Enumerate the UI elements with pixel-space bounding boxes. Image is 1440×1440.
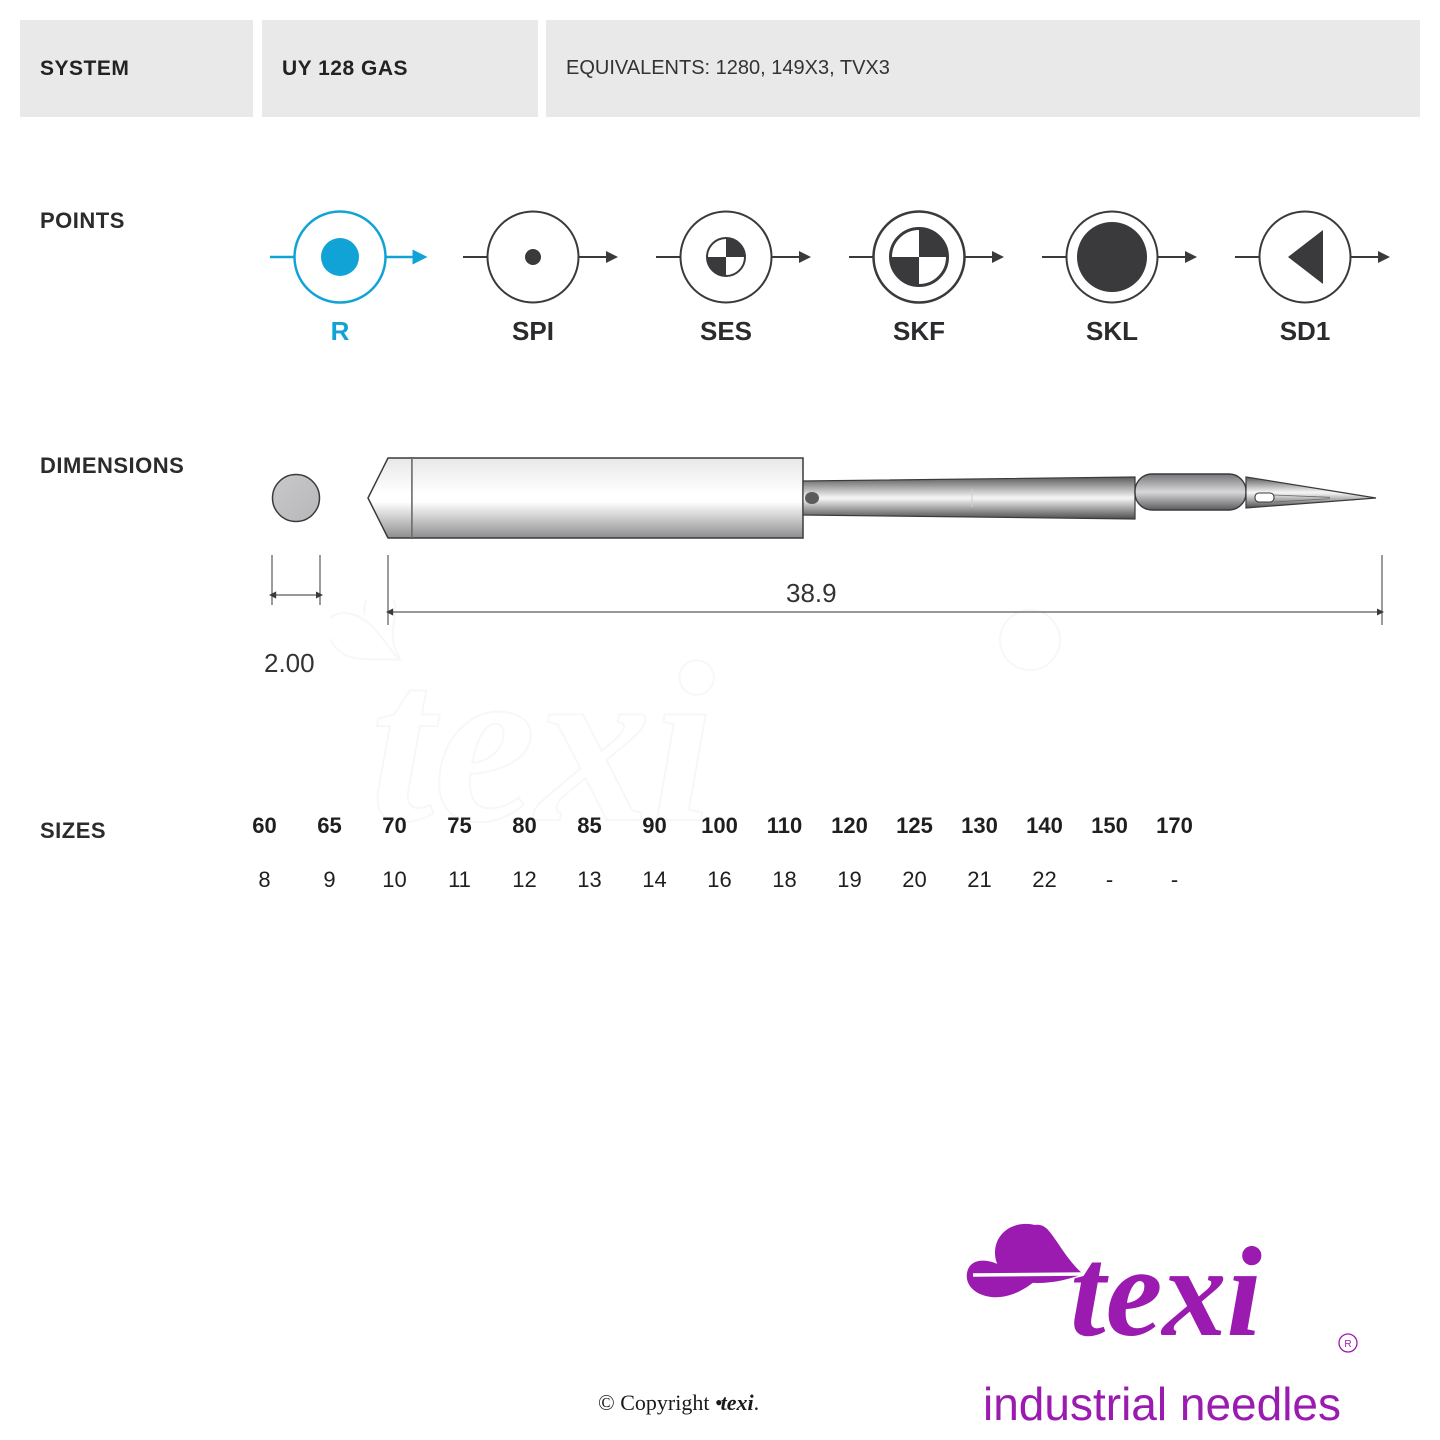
- svg-text:SPI: SPI: [512, 316, 554, 346]
- svg-text:industrial needles: industrial needles: [983, 1378, 1341, 1430]
- svg-text:R: R: [331, 316, 350, 346]
- svg-text:SKF: SKF: [893, 316, 945, 346]
- svg-text:R: R: [1344, 1339, 1351, 1350]
- svg-text:SES: SES: [700, 316, 752, 346]
- svg-text:SD1: SD1: [1280, 316, 1331, 346]
- svg-text:texi: texi: [1070, 1221, 1262, 1363]
- svg-text:SKL: SKL: [1086, 316, 1138, 346]
